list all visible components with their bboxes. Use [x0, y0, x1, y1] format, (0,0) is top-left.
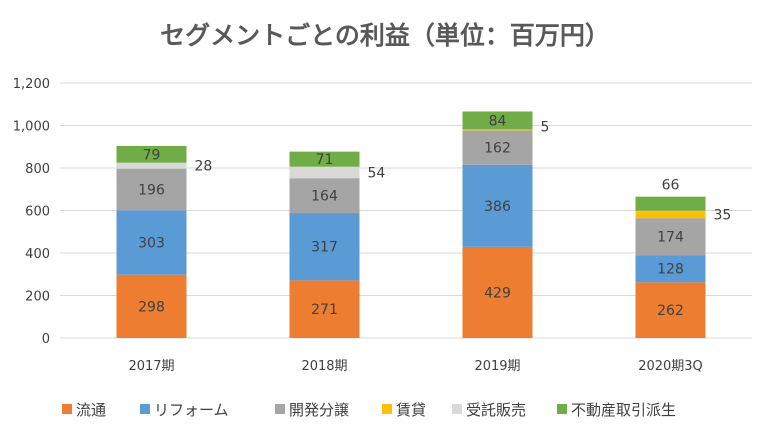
bar-segment	[462, 164, 533, 247]
x-tick-label: 2018期	[301, 359, 347, 374]
legend-label: 賃貸	[396, 401, 426, 419]
bars: 298 303 196 28 79 271 317 164 54 71 429 386 162 5 84 26…	[116, 111, 732, 338]
y-tick-label: 800	[25, 162, 50, 177]
bar-segment	[462, 246, 533, 338]
y-tick-label: 200	[25, 290, 50, 305]
bar-segment	[289, 151, 360, 167]
x-axis-ticks: 2017期 2018期 2019期 2020期3Q	[128, 359, 702, 374]
data-label: 5	[541, 119, 550, 135]
bar-segment	[116, 168, 187, 211]
data-label: 162	[484, 141, 511, 157]
data-label: 386	[484, 199, 511, 215]
legend-swatch	[382, 404, 392, 414]
bar-segment	[289, 178, 360, 214]
data-label: 71	[316, 152, 334, 168]
legend-swatch	[557, 404, 567, 414]
y-tick-label: 1,200	[13, 77, 50, 92]
legend-label: 不動産取引派生	[571, 401, 676, 419]
data-label: 84	[489, 113, 507, 129]
bar-segment	[635, 255, 706, 283]
chart-title: セグメントごとの利益（単位：百万円）	[160, 21, 610, 50]
data-label: 28	[195, 159, 213, 175]
y-tick-label: 400	[25, 247, 50, 262]
y-axis-ticks: 0 200 400 600 800 1,000 1,200	[13, 77, 50, 347]
data-label: 429	[484, 285, 511, 301]
bar-segment	[289, 213, 360, 281]
legend-label: 開発分譲	[289, 401, 349, 419]
bar-segment	[462, 129, 533, 131]
data-label: 262	[657, 303, 684, 319]
bar-segment	[635, 210, 706, 219]
bar-segment	[289, 166, 360, 179]
data-label: 54	[368, 165, 386, 181]
legend-swatch	[62, 404, 72, 414]
x-tick-label: 2017期	[128, 359, 174, 374]
data-label: 196	[138, 182, 165, 198]
data-label: 298	[138, 299, 165, 315]
bar-segment	[462, 130, 533, 165]
y-tick-label: 1,000	[13, 120, 50, 135]
bar-segment	[289, 280, 360, 338]
y-tick-label: 0	[42, 332, 50, 347]
data-label: 174	[657, 230, 684, 246]
x-tick-label: 2019期	[474, 359, 520, 374]
data-label: 303	[138, 235, 165, 251]
data-label: 317	[311, 240, 338, 256]
legend-swatch	[275, 404, 285, 414]
legend-label: リフォーム	[154, 401, 229, 419]
bar-segment	[462, 111, 533, 130]
data-label: 66	[662, 178, 680, 194]
bar-segment	[116, 162, 187, 169]
bar-segment	[116, 274, 187, 338]
legend-swatch	[452, 404, 462, 414]
y-tick-label: 600	[25, 205, 50, 220]
legend-label: 流通	[76, 401, 106, 419]
bar-segment	[116, 210, 187, 275]
bar-segment	[635, 196, 706, 211]
data-label: 128	[657, 262, 684, 278]
data-label: 271	[311, 302, 338, 318]
bar-segment	[635, 282, 706, 338]
bar-segment	[635, 218, 706, 256]
legend-swatch	[140, 404, 150, 414]
data-label: 164	[311, 189, 338, 205]
data-label: 35	[714, 207, 732, 223]
legend: 流通 リフォーム 開発分譲 賃貸 受託販売 不動産取引派生	[62, 401, 676, 419]
legend-label: 受託販売	[466, 401, 526, 419]
data-label: 79	[143, 147, 161, 163]
bar-segment	[116, 145, 187, 163]
x-tick-label: 2020期3Q	[638, 359, 703, 374]
